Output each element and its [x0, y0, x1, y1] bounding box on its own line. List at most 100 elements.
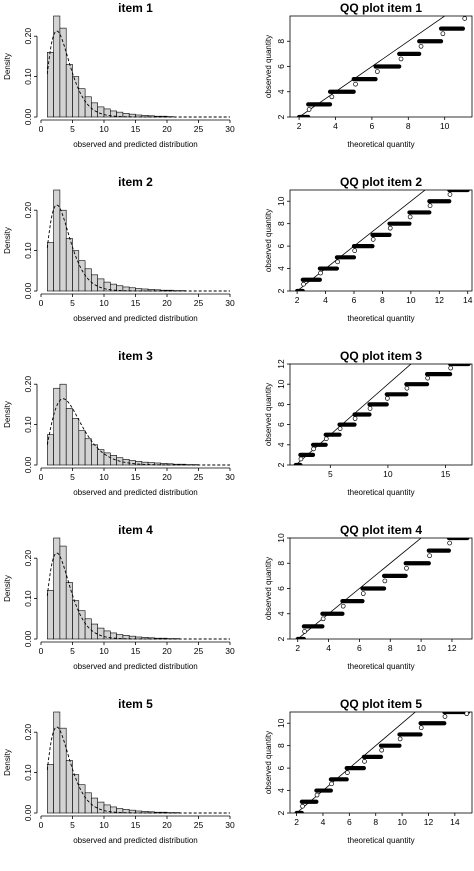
x-tick-label: 30	[225, 472, 235, 482]
qq-point	[318, 270, 323, 276]
y-tick-label: 0.20	[23, 202, 33, 219]
y-tick-label: 8	[276, 743, 286, 748]
y-tick-label: 2	[276, 288, 286, 293]
x-tick-label: 0	[39, 124, 44, 134]
qq-point	[353, 81, 358, 87]
x-tick-label: 20	[162, 646, 172, 656]
qq-point	[418, 725, 424, 731]
x-tick-label: 14	[450, 817, 460, 827]
x-axis-label: theoretical quantity	[347, 314, 414, 323]
histogram-bar	[65, 760, 73, 814]
y-tick-label: 4	[276, 442, 286, 447]
histogram-panel-1: item 1 0 5 10 15 20 25 30 0.00 0.10 0.20 observed a…	[3, 1, 235, 149]
x-tick-label: 6	[357, 643, 362, 653]
y-tick-label: 6	[276, 422, 286, 427]
qq-point	[462, 16, 468, 21]
reference-line	[297, 538, 422, 639]
histogram-bar	[91, 797, 99, 814]
histogram-bar	[59, 545, 67, 640]
qq-point	[360, 591, 366, 596]
panel-title: item 4	[118, 523, 153, 537]
qq-point	[382, 578, 388, 584]
qq-point	[447, 540, 452, 546]
y-tick-label: 2	[276, 462, 286, 467]
panel-title: QQ plot item 1	[340, 1, 422, 15]
y-tick-label: 0.20	[23, 28, 33, 45]
histogram-bar	[97, 106, 105, 118]
histogram-bar	[84, 792, 92, 814]
x-tick-label: 14	[463, 295, 473, 305]
predicted-curve	[46, 398, 231, 466]
histogram-bar	[59, 727, 67, 814]
y-tick-label: 0.00	[23, 456, 33, 473]
histogram-bar	[65, 408, 73, 466]
histogram-bar	[97, 801, 105, 814]
y-tick-label: 0.00	[23, 108, 33, 125]
x-tick-label: 6	[352, 295, 357, 305]
plot-area	[295, 538, 470, 639]
x-tick-label: 4	[333, 121, 338, 131]
qq-point	[397, 736, 403, 742]
qq-point	[447, 192, 453, 197]
histogram-bar	[72, 600, 80, 640]
x-tick-label: 2	[297, 121, 302, 131]
y-axis-label: observed quantity	[264, 383, 273, 446]
y-tick-label: 12	[276, 359, 286, 369]
y-tick-label: 0.10	[23, 242, 33, 259]
x-tick-label: 15	[131, 472, 141, 482]
plot-area	[293, 364, 471, 465]
qq-point	[407, 214, 413, 220]
x-tick-label: 10	[397, 817, 407, 827]
qq-point	[362, 759, 367, 764]
y-tick-label: 8	[276, 402, 286, 407]
x-tick-label: 12	[435, 295, 445, 305]
x-tick-label: 0	[39, 298, 44, 308]
y-tick-label: 6	[276, 765, 286, 770]
qq-point	[340, 603, 346, 609]
y-axis-label: Density	[3, 749, 12, 776]
y-axis-label: Density	[3, 227, 12, 254]
y-tick-label: 6	[276, 64, 286, 69]
x-tick-label: 12	[424, 817, 434, 827]
qq-point	[398, 56, 404, 62]
y-tick-label: 4	[276, 266, 286, 271]
plot-frame	[289, 189, 473, 292]
y-tick-label: 0.00	[23, 804, 33, 821]
y-tick-label: 10	[276, 379, 286, 389]
qq-point	[418, 43, 424, 49]
y-tick-label: 0.10	[23, 590, 33, 607]
qq-point	[335, 259, 340, 265]
qq-point	[464, 712, 470, 717]
x-tick-label: 2	[294, 817, 299, 827]
histogram-bar	[78, 610, 86, 640]
qq-point	[448, 365, 454, 371]
x-tick-label: 5	[70, 820, 75, 830]
qq-point	[298, 456, 304, 462]
predicted-curve	[46, 204, 230, 292]
x-tick-label: 5	[70, 472, 75, 482]
qq-point	[306, 107, 312, 112]
qq-point	[375, 69, 380, 74]
histogram-bar	[46, 242, 54, 292]
qq-panel-3: QQ plot item 3 5 10 15 2 4 6 8 10 12 theoretical q…	[264, 349, 473, 497]
histogram-bar	[46, 764, 54, 814]
predicted-curve	[46, 726, 230, 814]
x-tick-label: 4	[323, 295, 328, 305]
x-tick-label: 8	[373, 817, 378, 827]
x-tick-label: 5	[70, 646, 75, 656]
x-tick-label: 25	[194, 472, 204, 482]
y-axis-label: observed quantity	[264, 35, 273, 98]
histogram-bar	[84, 268, 92, 292]
x-tick-label: 4	[326, 643, 331, 653]
y-tick-label: 0.20	[23, 724, 33, 741]
y-tick-label: 4	[276, 89, 286, 94]
histogram-bar	[91, 623, 99, 640]
qq-point	[314, 792, 320, 798]
qq-point	[320, 616, 326, 622]
x-tick-label: 5	[70, 298, 75, 308]
histogram-bar	[97, 449, 105, 466]
qq-point	[300, 803, 305, 809]
x-tick-label: 2	[295, 643, 300, 653]
qq-point	[440, 31, 446, 37]
qq-point	[329, 94, 335, 100]
